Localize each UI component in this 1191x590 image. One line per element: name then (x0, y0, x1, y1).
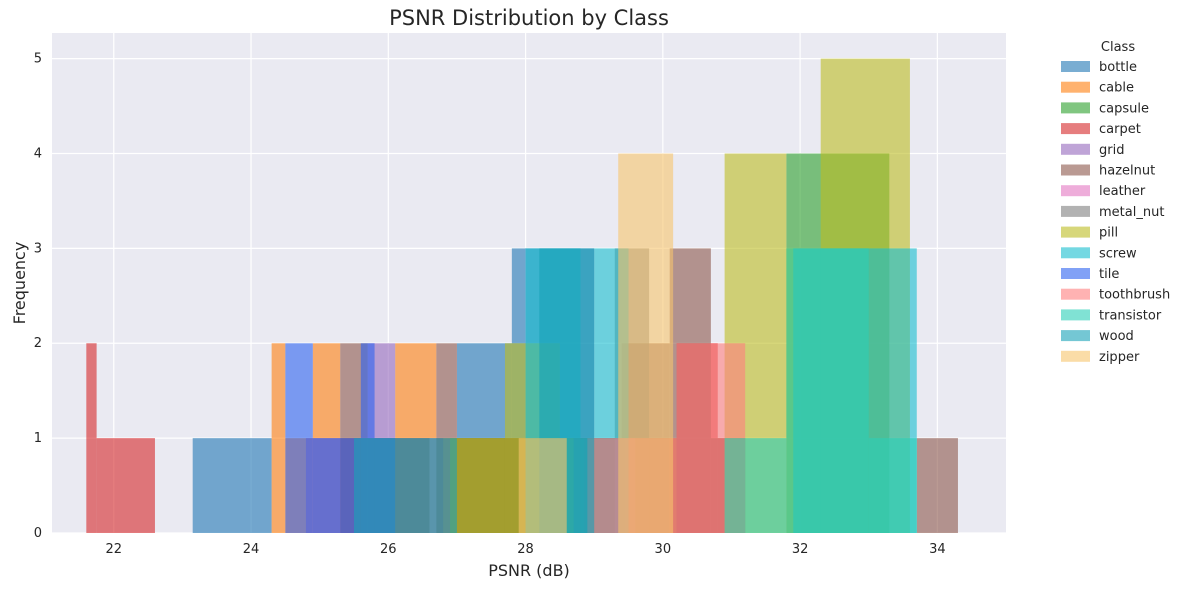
bar-hazelnut (916, 438, 958, 533)
bar-carpet (86, 343, 97, 533)
legend-title: Class (1101, 40, 1135, 55)
legend-swatch-bottle (1061, 61, 1090, 72)
bar-transistor (724, 438, 787, 533)
bar-wood (353, 438, 457, 533)
x-tick-label: 26 (380, 542, 397, 557)
legend-swatch-metal-nut (1061, 205, 1090, 217)
legend-swatch-cable (1061, 81, 1090, 93)
legend-label: tile (1099, 267, 1119, 282)
y-tick-label: 5 (34, 52, 42, 67)
legend-label: zipper (1099, 350, 1140, 365)
legend-label: cable (1099, 81, 1134, 96)
bar-pill (450, 438, 505, 533)
legend-swatch-leather (1061, 185, 1090, 197)
legend-label: bottle (1099, 60, 1137, 75)
bar-zipper (518, 438, 567, 533)
legend-label: screw (1099, 246, 1137, 261)
legend-swatch-grid (1061, 143, 1090, 155)
x-tick-label: 30 (655, 542, 672, 557)
chart-title: PSNR Distribution by Class (389, 6, 669, 30)
legend-swatch-tile (1061, 268, 1090, 279)
y-tick-label: 1 (34, 431, 42, 446)
legend: Class bottle cable capsule carpet grid hazeln… (1061, 40, 1170, 365)
legend-label: hazelnut (1099, 164, 1155, 179)
y-tick-labels: 0 1 2 3 4 5 (34, 52, 42, 541)
legend-swatch-transistor (1061, 309, 1090, 321)
x-tick-labels: 22 24 26 28 30 32 34 (105, 542, 945, 557)
legend-swatch-wood (1061, 330, 1090, 342)
y-tick-label: 3 (34, 241, 42, 256)
legend-label: transistor (1099, 308, 1162, 323)
y-tick-label: 4 (34, 146, 42, 161)
x-tick-label: 24 (243, 542, 260, 557)
x-tick-label: 28 (517, 542, 534, 557)
legend-swatch-screw (1061, 247, 1090, 259)
histogram-bars (86, 58, 958, 534)
legend-label: metal_nut (1099, 205, 1164, 220)
x-axis-label: PSNR (dB) (488, 561, 570, 580)
y-axis-label: Frequency (10, 242, 29, 325)
legend-label: toothbrush (1099, 288, 1170, 303)
bar-carpet (96, 438, 155, 533)
legend-label: capsule (1099, 101, 1149, 116)
bar-tile (312, 438, 341, 533)
x-tick-label: 32 (792, 542, 809, 557)
x-tick-label: 34 (929, 542, 946, 557)
legend-swatch-hazelnut (1061, 164, 1090, 176)
legend-swatch-capsule (1061, 102, 1090, 114)
bar-cable (271, 343, 286, 533)
legend-label: carpet (1099, 122, 1141, 137)
y-tick-label: 0 (34, 526, 42, 541)
legend-swatch-zipper (1061, 350, 1090, 362)
legend-label: leather (1099, 184, 1146, 199)
legend-label: pill (1099, 226, 1118, 241)
legend-label: wood (1099, 329, 1134, 344)
bar-tile (285, 343, 313, 533)
bar-bottle (192, 438, 272, 533)
legend-swatch-pill (1061, 226, 1090, 238)
legend-swatch-toothbrush (1061, 288, 1090, 300)
legend-label: grid (1099, 143, 1124, 158)
x-tick-label: 22 (105, 542, 122, 557)
bar-zipper (618, 153, 674, 534)
bar-transistor (786, 248, 869, 533)
legend-swatch-carpet (1061, 123, 1090, 135)
bar-transistor (868, 438, 917, 533)
y-tick-label: 2 (34, 336, 42, 351)
